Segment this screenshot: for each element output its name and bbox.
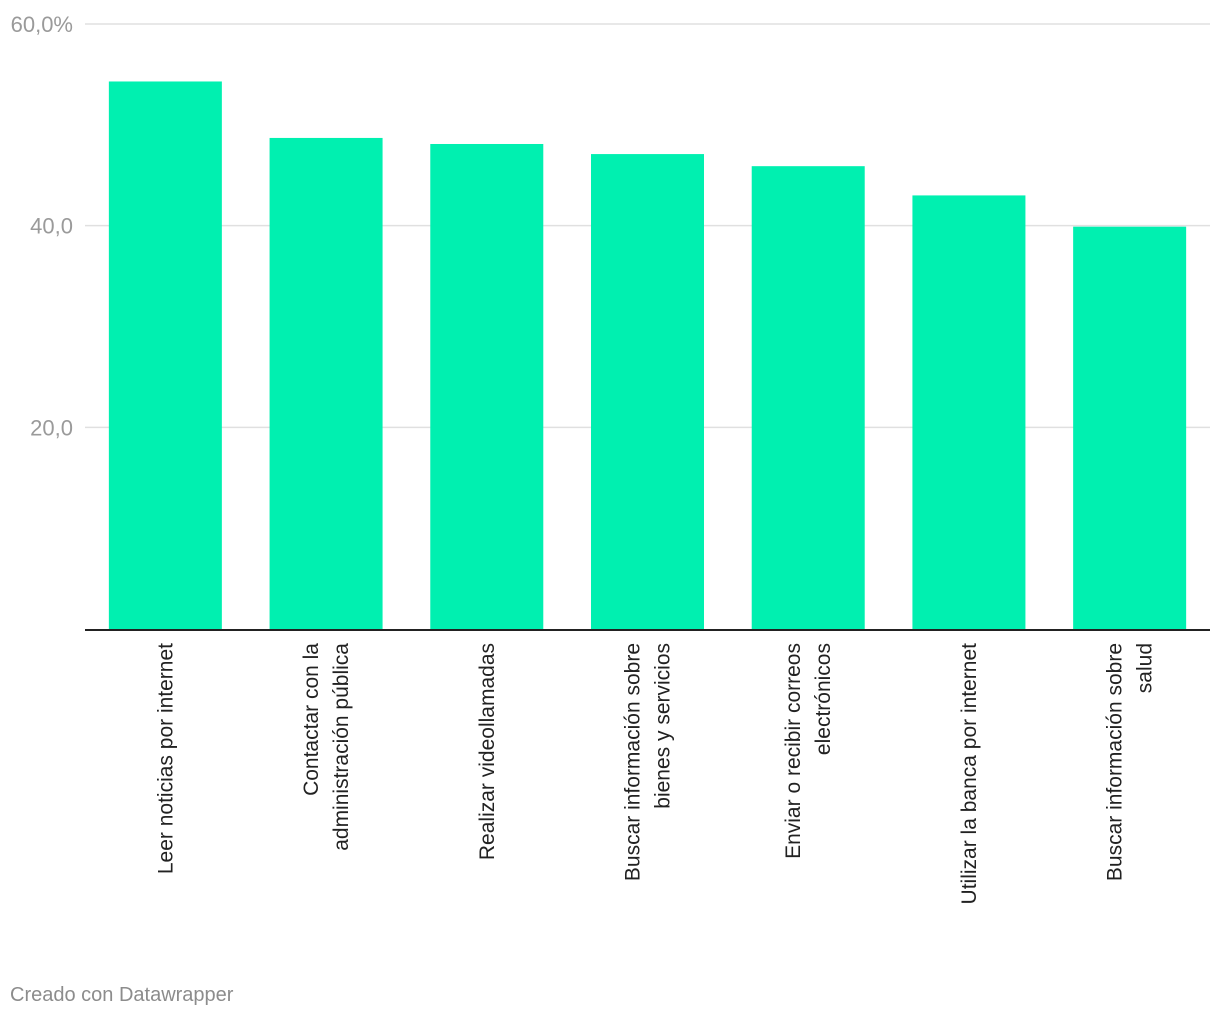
y-tick-label: 60,0%: [11, 12, 73, 37]
x-axis-labels: Leer noticias por internet Contactar con …: [154, 643, 1156, 905]
x-tick-label-line: Utilizar la banca por internet: [958, 643, 981, 905]
bar: [430, 143, 544, 629]
x-tick-label-line: Realizar videollamadas: [476, 643, 499, 860]
credit-text: Creado con Datawrapper: [10, 984, 234, 1006]
x-tick-label: Buscar información sobre salud: [1104, 643, 1157, 881]
y-tick-label: 20,0: [30, 415, 73, 440]
bar: [751, 166, 865, 630]
x-tick-label: Leer noticias por internet: [154, 643, 177, 874]
x-tick-label-line: salud: [1134, 643, 1157, 693]
x-tick-label-line: Enviar o recibir correos: [782, 643, 805, 859]
bar: [269, 137, 383, 630]
x-tick-label: Contactar con la administración pública: [300, 643, 353, 851]
bar: [108, 81, 222, 630]
bar: [912, 195, 1026, 629]
bars: [108, 81, 1187, 630]
x-tick-label-line: Contactar con la: [300, 643, 323, 796]
x-tick-label-line: Buscar información sobre: [622, 643, 645, 881]
x-tick-label-line: Leer noticias por internet: [154, 643, 177, 874]
x-tick-label: Enviar o recibir correos electrónicos: [782, 643, 835, 859]
bar: [591, 154, 704, 629]
y-tick-label: 40,0: [30, 214, 73, 239]
y-axis-labels: 60,0% 40,0 20,0: [11, 12, 73, 440]
x-tick-label: Buscar información sobre bienes y servici…: [622, 643, 675, 881]
x-tick-label: Realizar videollamadas: [476, 643, 499, 860]
bar: [1073, 226, 1187, 630]
x-tick-label-line: Buscar información sobre: [1104, 643, 1127, 881]
x-tick-label-line: administración pública: [330, 643, 353, 851]
x-tick-label: Utilizar la banca por internet: [958, 643, 981, 905]
x-tick-label-line: electrónicos: [812, 643, 835, 755]
x-tick-label-line: bienes y servicios: [652, 643, 675, 809]
